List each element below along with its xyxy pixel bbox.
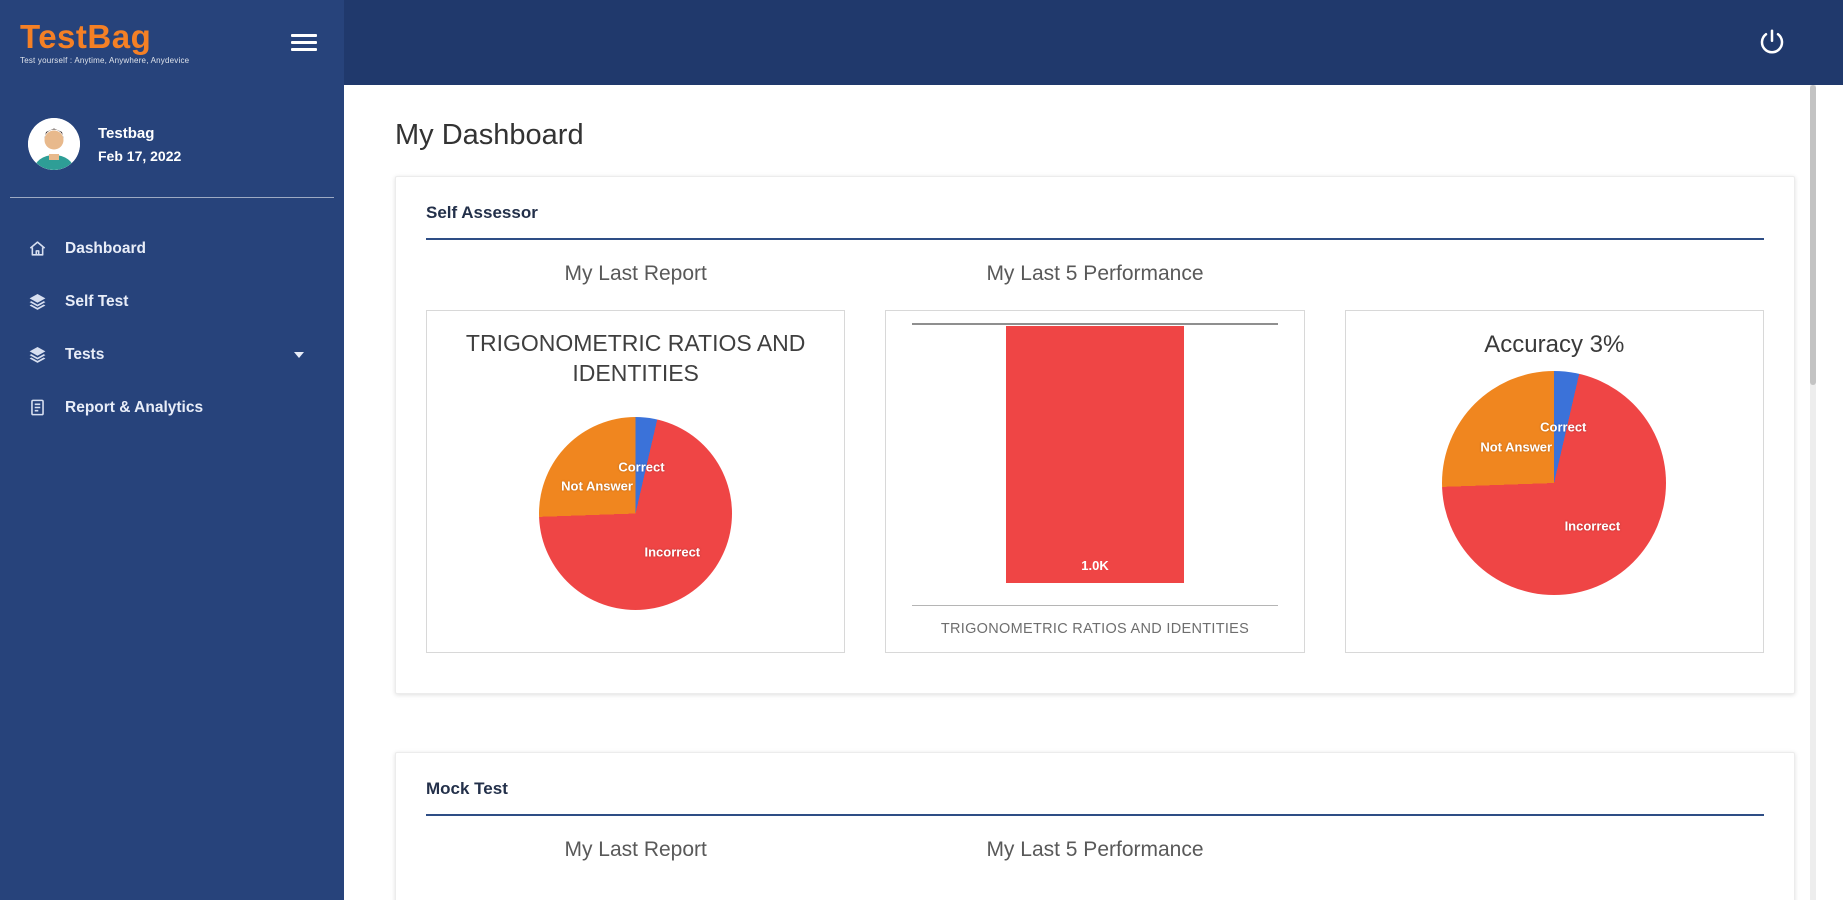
scrollbar-thumb[interactable] [1810, 85, 1816, 385]
pie-chart[interactable] [1442, 371, 1667, 595]
accuracy-title: Accuracy 3% [1484, 331, 1625, 358]
hamburger-menu-icon[interactable] [291, 30, 317, 55]
layers-icon [28, 292, 47, 311]
mock-test-panels: My Last Report My Last 5 Performance [426, 838, 1764, 886]
sidebar-divider [10, 197, 334, 198]
bar-chart-category-label: TRIGONOMETRIC RATIOS AND IDENTITIES [940, 621, 1250, 637]
sidebar-item-dashboard[interactable]: Dashboard [0, 222, 344, 275]
sidebar: TestBag Test yourself : Anytime, Anywher… [0, 0, 344, 900]
section-underline [426, 238, 1764, 240]
sidebar-item-self-test[interactable]: Self Test [0, 275, 344, 328]
sidebar-item-label: Report & Analytics [65, 398, 204, 416]
avatar [28, 118, 80, 170]
bar-trigonometric[interactable]: 1.0K [1005, 326, 1184, 583]
panel-header: My Last Report [564, 262, 707, 285]
sidebar-item-report-analytics[interactable]: Report & Analytics [0, 381, 344, 434]
app-logo-text: TestBag [20, 18, 152, 55]
self-assessor-panels: My Last Report TRIGONOMETRIC RATIOS AND … [426, 262, 1764, 653]
last-report-chart-box: TRIGONOMETRIC RATIOS AND IDENTITIES Corr… [426, 310, 846, 653]
power-icon[interactable] [1757, 27, 1787, 57]
performance-chart-box: 1.0K TRIGONOMETRIC RATIOS AND IDENTITIES [885, 310, 1305, 653]
main-content: My Dashboard Self Assessor My Last Repor… [344, 85, 1843, 900]
report-icon [28, 398, 47, 417]
bar-value-label: 1.0K [1081, 558, 1109, 573]
user-date: Feb 17, 2022 [98, 147, 182, 164]
user-meta: Testbag Feb 17, 2022 [98, 125, 181, 164]
panel-header: My Last 5 Performance [986, 262, 1204, 285]
section-title-self-assessor: Self Assessor [426, 203, 538, 222]
vertical-scrollbar [1810, 85, 1816, 900]
bar-chart-baseline [912, 605, 1278, 606]
app-logo: TestBag Test yourself : Anytime, Anywher… [20, 20, 189, 65]
panel-header: My Last Report [564, 838, 707, 861]
sidebar-nav: Dashboard Self Test [0, 222, 344, 434]
pie-chart-accuracy: Correct Not Answer Incorrect [1442, 371, 1667, 595]
user-area: Testbag Feb 17, 2022 [28, 118, 344, 170]
page-title: My Dashboard [395, 119, 584, 151]
sidebar-item-label: Tests [65, 345, 105, 363]
section-underline [426, 814, 1764, 816]
sidebar-item-label: Dashboard [65, 239, 146, 257]
layers-icon [28, 345, 47, 364]
panel-my-last-report: My Last Report [426, 838, 845, 886]
sidebar-item-tests[interactable]: Tests [0, 328, 344, 381]
panel-my-last-5-performance: My Last 5 Performance [885, 838, 1304, 886]
panel-my-last-5-performance: My Last 5 Performance 1.0K TRIGONOMETRIC… [885, 262, 1305, 653]
panel-accuracy: Accuracy 3% Correct Not Answer Incorrect [1344, 262, 1764, 653]
home-icon [28, 239, 47, 258]
user-name: Testbag [98, 124, 155, 142]
pie-chart-title: TRIGONOMETRIC RATIOS AND IDENTITIES [465, 330, 806, 386]
mock-test-card: Mock Test My Last Report My Last 5 Perfo… [395, 752, 1795, 900]
panel-accuracy [1345, 838, 1764, 886]
app-tagline: Test yourself : Anytime, Anywhere, Anyde… [20, 56, 190, 65]
chevron-down-icon [294, 351, 304, 358]
panel-header-empty [1345, 262, 1764, 288]
pie-chart[interactable] [539, 416, 733, 610]
logo-area: TestBag Test yourself : Anytime, Anywher… [0, 0, 344, 85]
accuracy-chart-box: Accuracy 3% Correct Not Answer Incorrect [1344, 310, 1764, 653]
sidebar-item-label: Self Test [65, 292, 129, 310]
panel-my-last-report: My Last Report TRIGONOMETRIC RATIOS AND … [426, 262, 846, 653]
self-assessor-card: Self Assessor My Last Report TRIGONOMETR… [395, 176, 1795, 694]
panel-header: My Last 5 Performance [986, 838, 1204, 861]
pie-chart-last-report: Correct Not Answer Incorrect [539, 416, 733, 610]
bar-chart: 1.0K TRIGONOMETRIC RATIOS AND IDENTITIES [886, 311, 1303, 637]
bar-chart-zero-axis [912, 323, 1278, 325]
section-title-mock-test: Mock Test [426, 779, 508, 798]
